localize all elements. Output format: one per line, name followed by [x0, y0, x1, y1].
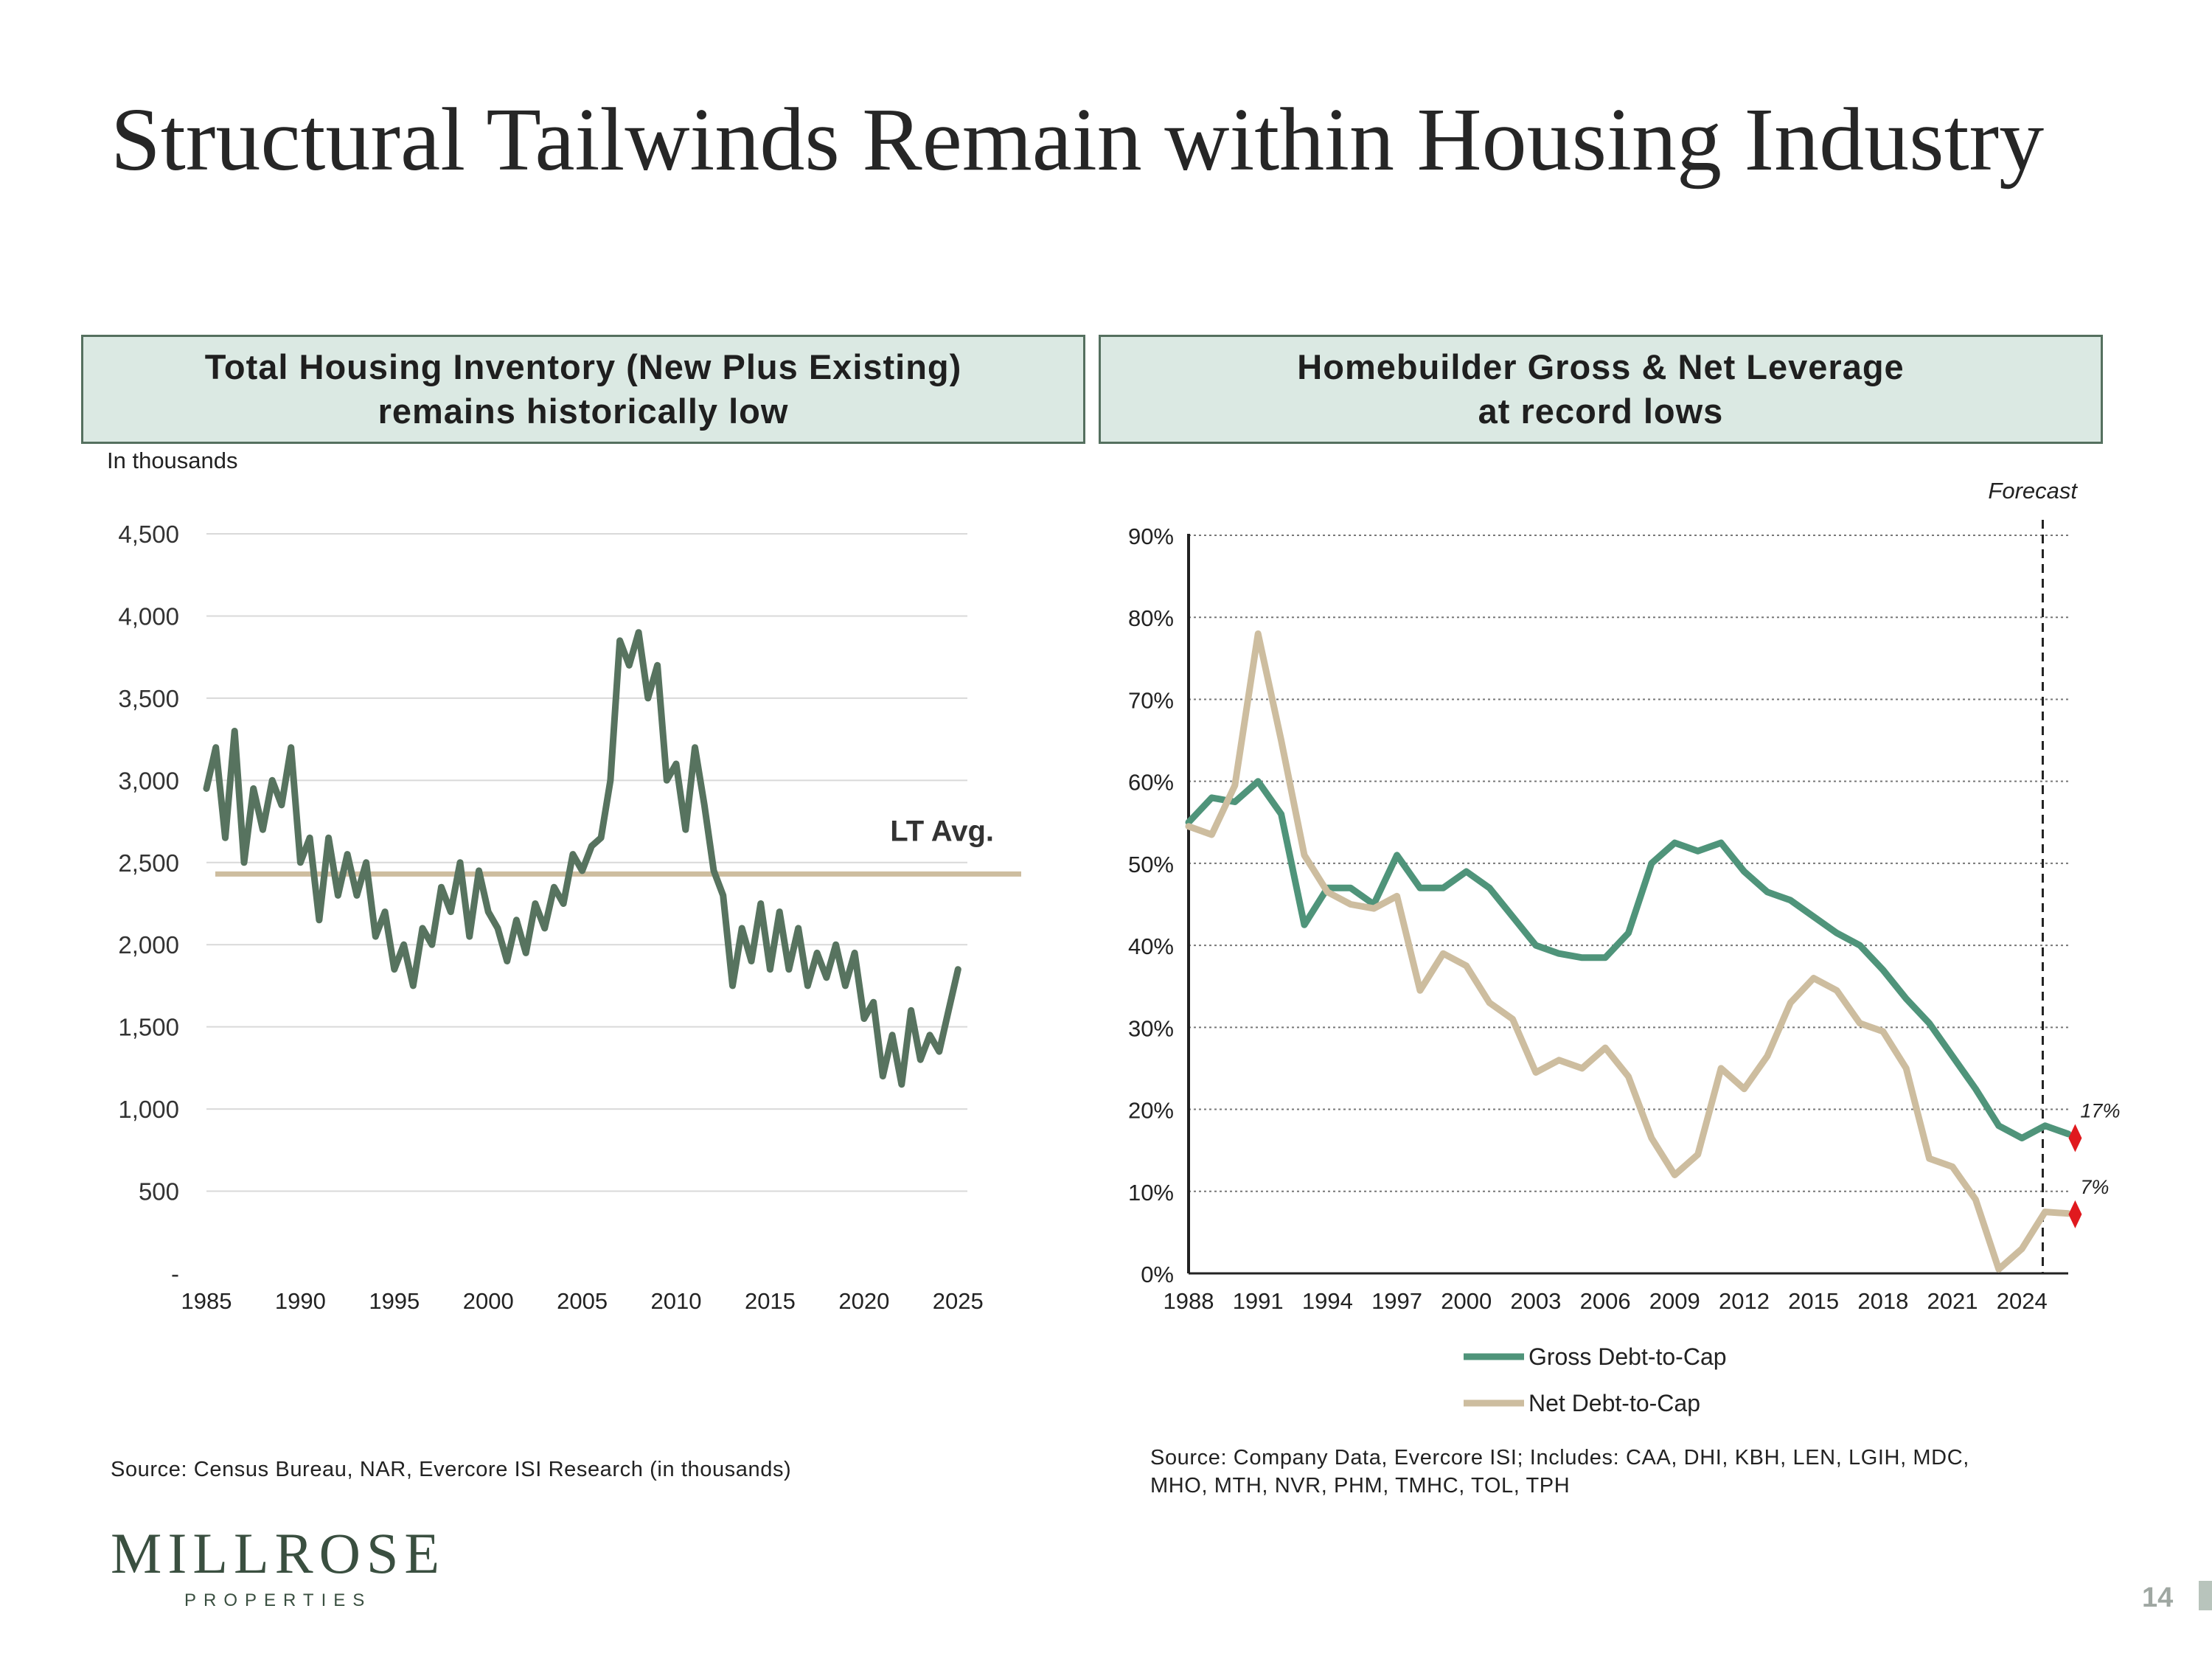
- legend-label: Net Debt-to-Cap: [1528, 1390, 1700, 1416]
- y-tick-label: 10%: [1128, 1180, 1174, 1206]
- y-tick-label: 30%: [1128, 1015, 1174, 1041]
- gross-debt-to-cap-line: [1185, 778, 2072, 1141]
- right-source-line2: MHO, MTH, NVR, PHM, TMHC, TOL, TPH: [1150, 1474, 1571, 1498]
- y-tick-label: 2,500: [118, 849, 179, 877]
- right-source-line1: Source: Company Data, Evercore ISI; Incl…: [1150, 1446, 1969, 1470]
- lt-average-label: LT Avg.: [890, 815, 994, 847]
- slide-title: Structural Tailwinds Remain within Housi…: [111, 90, 2045, 189]
- right-panel-header: Homebuilder Gross & Net Leverage at reco…: [1099, 335, 2103, 444]
- net-debt-to-cap-line: [1185, 630, 2072, 1273]
- x-tick-label: 1995: [369, 1288, 420, 1314]
- y-tick-label: 500: [139, 1178, 179, 1206]
- x-tick-label: 2021: [1927, 1288, 1978, 1314]
- logo-subtitle: PROPERTIES: [184, 1590, 372, 1610]
- y-tick-label: 80%: [1128, 605, 1174, 631]
- right-header-line1: Homebuilder Gross & Net Leverage: [1297, 347, 1905, 386]
- forecast-marker: [2068, 1200, 2082, 1228]
- x-tick-label: 2018: [1857, 1288, 1908, 1314]
- y-tick-label: 4,000: [118, 602, 179, 630]
- x-tick-label: 2025: [933, 1288, 984, 1314]
- y-tick-label: 90%: [1128, 524, 1174, 549]
- y-tick-label: 4,500: [118, 521, 179, 548]
- x-tick-label: 2000: [463, 1288, 514, 1314]
- x-tick-label: 2012: [1719, 1288, 1770, 1314]
- x-tick-label: 1994: [1302, 1288, 1353, 1314]
- right-header-line2: at record lows: [1478, 392, 1724, 431]
- y-tick-label: 3,000: [118, 767, 179, 794]
- inventory-chart: In thousands - 500 1,000 1,500 2,000 2,500 3,00…: [107, 448, 1021, 1314]
- y-tick-label: 60%: [1128, 770, 1174, 796]
- y-tick-label: 20%: [1128, 1098, 1174, 1124]
- x-tick-label: 2024: [1997, 1288, 2048, 1314]
- legend-label: Gross Debt-to-Cap: [1528, 1343, 1727, 1370]
- x-tick-label: 1997: [1371, 1288, 1422, 1314]
- x-tick-label: 1988: [1164, 1288, 1214, 1314]
- y-tick-label: 1,500: [118, 1014, 179, 1041]
- left-source-note: Source: Census Bureau, NAR, Evercore ISI…: [111, 1458, 792, 1481]
- page-number: 14: [2142, 1582, 2174, 1613]
- x-tick-label: 2015: [745, 1288, 796, 1314]
- inventory-line: [203, 629, 961, 1088]
- forecast-marker: [2068, 1124, 2082, 1152]
- x-tick-label: 2020: [838, 1288, 889, 1314]
- x-tick-label: 2003: [1510, 1288, 1561, 1314]
- y-tick-label: 1,000: [118, 1096, 179, 1123]
- y-tick-label: 3,500: [118, 685, 179, 712]
- x-tick-label: 2010: [651, 1288, 702, 1314]
- left-panel-header: Total Housing Inventory (New Plus Existi…: [81, 335, 1085, 444]
- forecast-value-label: 7%: [2080, 1176, 2109, 1198]
- y-tick-label: 40%: [1128, 933, 1174, 959]
- units-note: In thousands: [107, 448, 238, 473]
- leverage-chart: 0% 10% 20% 30% 40% 50% 60% 70% 80% 90% 1988 1991 199…: [1128, 478, 2121, 1416]
- y-tick-label: 0%: [1141, 1262, 1174, 1287]
- y-tick-label: 50%: [1128, 852, 1174, 877]
- x-tick-label: 2006: [1580, 1288, 1631, 1314]
- y-tick-label: 2,000: [118, 931, 179, 959]
- page-accent-bar: [2199, 1581, 2212, 1610]
- x-tick-label: 1991: [1233, 1288, 1284, 1314]
- x-tick-label: 2015: [1788, 1288, 1839, 1314]
- y-tick-label: 70%: [1128, 687, 1174, 713]
- logo-wordmark: MILLROSE: [111, 1521, 445, 1585]
- left-header-line2: remains historically low: [378, 392, 789, 431]
- x-tick-label: 2000: [1441, 1288, 1492, 1314]
- x-tick-label: 1985: [181, 1288, 232, 1314]
- x-tick-label: 1990: [275, 1288, 326, 1314]
- y-tick-label: -: [171, 1260, 179, 1287]
- forecast-value-label: 17%: [2080, 1099, 2120, 1121]
- left-header-line1: Total Housing Inventory (New Plus Existi…: [204, 347, 962, 386]
- x-tick-label: 2009: [1649, 1288, 1700, 1314]
- right-source-note: Source: Company Data, Evercore ISI; Incl…: [1150, 1444, 1969, 1500]
- x-tick-label: 2005: [557, 1288, 608, 1314]
- forecast-label: Forecast: [1988, 478, 2078, 504]
